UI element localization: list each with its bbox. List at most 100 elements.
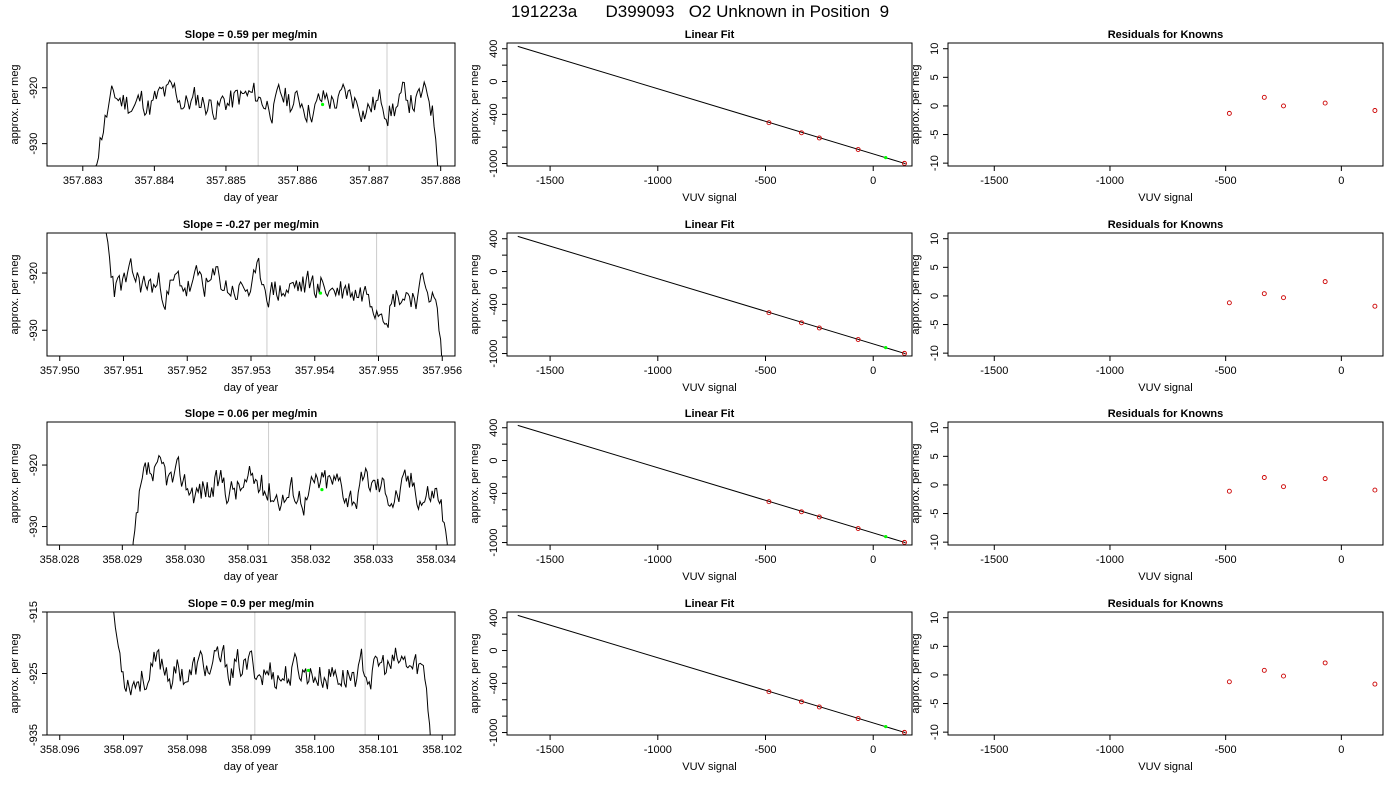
known-point: [1281, 673, 1286, 679]
x-tick-label: -1000: [1096, 365, 1124, 377]
x-tick-label: 0: [1338, 554, 1344, 566]
slope-prefix: Slope =: [185, 29, 228, 41]
run-description: O2 Unknown in Position 9: [688, 2, 890, 21]
x-tick-label: 357.952: [167, 365, 207, 377]
x-tick-label: 358.102: [422, 744, 462, 756]
y-tick-label: 5: [929, 264, 941, 270]
x-tick-label: 357.953: [231, 365, 271, 377]
y-tick-label: -930: [28, 319, 40, 341]
y-tick-label: -400: [488, 103, 500, 125]
x-tick-label: 358.034: [416, 554, 456, 566]
x-axis-label: VUV signal: [682, 192, 736, 204]
x-tick-label: 357.884: [134, 175, 174, 187]
y-tick-label: 10: [929, 422, 941, 434]
plot-content: [95, 79, 439, 166]
x-tick-label: 358.099: [231, 744, 271, 756]
y-tick-label: -920: [28, 454, 40, 476]
y-axis-label: approx. per meg: [469, 443, 481, 523]
x-tick-label: 0: [870, 744, 876, 756]
known-point: [855, 147, 861, 152]
slope-unit: per meg/min: [251, 219, 320, 231]
known-point: [1322, 476, 1328, 482]
y-axis-label: approx. per meg: [469, 633, 481, 713]
plot-frame: [506, 42, 913, 167]
signal-trace: [105, 233, 443, 356]
known-point: [902, 729, 907, 735]
mean-marker: [320, 102, 325, 107]
known-point: [1226, 679, 1232, 685]
y-tick-label: -920: [28, 262, 40, 284]
known-point: [799, 320, 804, 326]
x-tick-label: -1000: [1096, 554, 1124, 566]
panel-r2-c2: Linear Fit -1500 -1000 -500 0 400 0 -400 -1000 VU…: [469, 219, 913, 394]
panel-title: Residuals for Knowns: [1108, 219, 1224, 231]
panel-r4-c2: Linear Fit -1500 -1000 -500 0 400 0 -400 -1000 VU…: [469, 598, 913, 773]
known-point: [799, 130, 804, 136]
slope-prefix: Slope =: [183, 219, 226, 231]
x-tick-label: 358.029: [102, 554, 142, 566]
x-tick-label: -500: [754, 175, 776, 187]
unknown-point: [884, 156, 888, 160]
x-axis-label: VUV signal: [1138, 192, 1192, 204]
x-tick-label: 358.028: [40, 554, 80, 566]
y-tick-label: -1000: [488, 149, 500, 177]
x-axis-label: day of year: [224, 571, 279, 583]
x-tick-label: 357.956: [422, 365, 462, 377]
panel-r2-c3: Residuals for Knowns -1500 -1000 -500 0 10 5 0 -…: [910, 219, 1384, 394]
x-tick-label: 358.032: [291, 554, 331, 566]
known-point: [855, 526, 861, 531]
slope-unit: per meg/min: [249, 29, 318, 41]
y-tick-label: 0: [488, 647, 500, 653]
x-tick-label: 358.033: [354, 554, 394, 566]
y-tick-label: -5: [929, 699, 941, 709]
y-tick-label: 0: [929, 482, 941, 488]
known-point: [1372, 487, 1378, 493]
y-tick-label: 400: [488, 609, 500, 627]
known-point: [1322, 279, 1328, 285]
plot-frame: [947, 611, 1384, 736]
x-axis-label: day of year: [224, 192, 279, 204]
plot-frame: [46, 421, 456, 546]
known-point: [766, 310, 772, 316]
x-axis-label: day of year: [224, 761, 279, 773]
plot-content: [517, 424, 907, 545]
plot-content: [1226, 94, 1378, 116]
x-axis-label: VUV signal: [1138, 382, 1192, 394]
run-date: 191223a: [510, 2, 578, 21]
y-tick-label: -5: [929, 130, 941, 140]
y-tick-label: -1000: [488, 528, 500, 556]
fit-line: [517, 614, 906, 734]
panel-r4-c3: Residuals for Knowns -1500 -1000 -500 0 10 5 0 -…: [910, 598, 1384, 773]
known-point: [816, 704, 822, 710]
panel-title: Linear Fit: [685, 29, 735, 41]
y-tick-label: 10: [929, 43, 941, 55]
x-tick-label: -500: [1215, 744, 1237, 756]
panel-r3-c3: Residuals for Knowns -1500 -1000 -500 0 10 5 0 -…: [910, 408, 1384, 583]
plot-content: [1226, 475, 1378, 494]
unknown-point: [884, 346, 888, 350]
known-point: [1226, 110, 1232, 116]
y-tick-label: -400: [488, 293, 500, 315]
known-point: [1261, 94, 1267, 100]
x-tick-label: 0: [870, 554, 876, 566]
y-tick-label: 10: [929, 233, 941, 245]
known-point: [799, 699, 804, 705]
x-tick-label: -1500: [980, 554, 1008, 566]
x-tick-label: 0: [1338, 365, 1344, 377]
panel-title: Slope = 0.06 per meg/min: [185, 408, 318, 420]
y-axis-label: approx. per meg: [910, 254, 922, 334]
x-tick-label: 0: [1338, 175, 1344, 187]
x-tick-label: -1000: [1096, 744, 1124, 756]
x-tick-label: -1000: [644, 744, 672, 756]
y-axis-label: approx. per meg: [9, 64, 21, 144]
y-axis-label: approx. per meg: [9, 254, 21, 334]
x-tick-label: 357.950: [40, 365, 80, 377]
y-tick-label: 0: [929, 103, 941, 109]
x-axis-label: day of year: [224, 382, 279, 394]
plot-content: [517, 45, 907, 166]
x-tick-label: -500: [754, 365, 776, 377]
known-point: [1372, 108, 1378, 113]
x-tick-label: 358.098: [167, 744, 207, 756]
x-tick-label: 0: [870, 365, 876, 377]
y-axis-label: approx. per meg: [910, 633, 922, 713]
